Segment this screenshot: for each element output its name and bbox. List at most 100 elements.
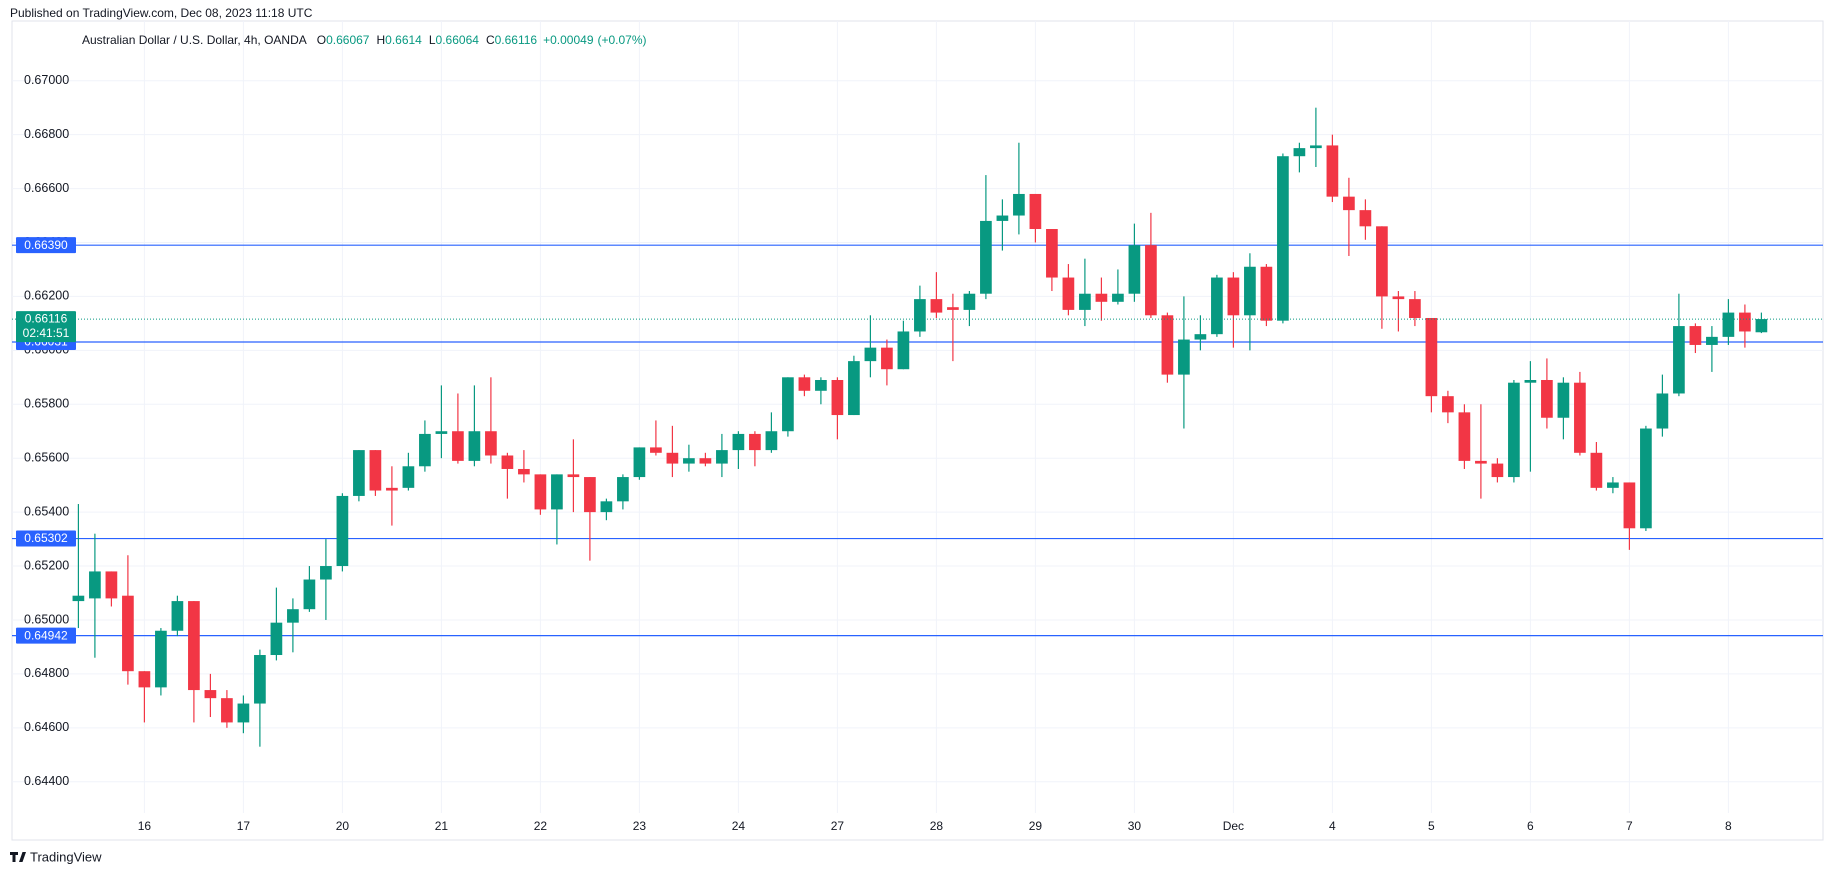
- x-tick-label: 5: [1428, 819, 1435, 833]
- level-label-box: [16, 237, 76, 254]
- candle-body: [732, 433, 745, 451]
- candle-body: [1277, 156, 1289, 321]
- candle-body: [666, 452, 679, 464]
- x-tick-label: 16: [138, 819, 152, 833]
- candle-body: [105, 571, 118, 599]
- candle-body: [633, 447, 646, 478]
- y-tick-label: 0.65400: [24, 504, 69, 518]
- candle-body: [419, 433, 431, 467]
- y-tick-label: 0.64400: [24, 774, 69, 788]
- x-tick-label: 7: [1626, 819, 1633, 833]
- candle-body: [1689, 326, 1702, 345]
- candle-body: [996, 215, 1009, 221]
- countdown: 02:41:51: [23, 326, 70, 340]
- change-percent: (+0.07%): [598, 33, 647, 47]
- candle-body: [567, 474, 580, 478]
- candle-body: [1392, 296, 1405, 300]
- ohlc-prefix: C: [486, 33, 495, 47]
- candle-body: [1161, 315, 1174, 375]
- candle-body: [1244, 266, 1256, 316]
- level-label: 0.64942: [24, 628, 68, 642]
- candle-body: [518, 468, 530, 475]
- candle-body: [831, 379, 844, 416]
- candle-body: [72, 595, 85, 602]
- candle-body: [947, 307, 959, 310]
- candle-body: [782, 377, 794, 432]
- ohlc-prefix: H: [376, 33, 385, 47]
- candle-body: [534, 474, 547, 510]
- candle-body: [1755, 319, 1768, 333]
- x-tick-label: Dec: [1223, 819, 1244, 833]
- candle-body: [1590, 452, 1603, 488]
- ohlc-value: 0.66064: [436, 33, 480, 47]
- candle-body: [336, 495, 349, 567]
- footer-brand: TradingView: [30, 849, 102, 864]
- candle-body: [1112, 293, 1124, 302]
- candle-body: [617, 477, 629, 502]
- candle-body: [320, 566, 332, 580]
- plot-frame: [11, 20, 1824, 841]
- candle-body: [848, 361, 860, 416]
- candle-body: [1640, 428, 1652, 529]
- candle-body: [402, 466, 415, 488]
- published-note: Published on TradingView.com, Dec 08, 20…: [10, 6, 313, 20]
- candle-body: [1293, 148, 1306, 157]
- candle-body: [1409, 299, 1421, 318]
- y-tick-label: 0.65800: [24, 397, 69, 411]
- candle-body: [1013, 193, 1025, 216]
- x-tick-label: 20: [336, 819, 350, 833]
- candle-body: [485, 431, 497, 456]
- candle-body: [1425, 317, 1438, 397]
- candle-body: [353, 450, 365, 496]
- candle-body: [897, 331, 910, 370]
- candle-body: [1260, 266, 1273, 321]
- candle-body: [237, 703, 250, 723]
- candle-body: [1062, 277, 1075, 310]
- footer-logo: TradingView: [10, 849, 102, 864]
- candle-body: [1656, 393, 1669, 429]
- candle-body: [1178, 339, 1190, 375]
- candle-body: [584, 477, 596, 513]
- y-tick-label: 0.66600: [24, 181, 69, 195]
- candle-body: [1574, 382, 1586, 453]
- candle-body: [1706, 336, 1718, 345]
- candle-body: [716, 450, 728, 464]
- candle-body: [1739, 312, 1751, 332]
- ohlc-prefix: O: [317, 33, 326, 47]
- candle-body: [1607, 482, 1619, 488]
- candle-body: [89, 571, 101, 599]
- x-tick-label: 6: [1527, 819, 1534, 833]
- last-price-box: [16, 311, 76, 343]
- candle-body: [452, 431, 464, 461]
- ohlc-value: 0.66067: [326, 33, 370, 47]
- candle-body: [122, 595, 134, 672]
- x-tick-label: 22: [534, 819, 548, 833]
- candle-body: [270, 622, 283, 656]
- y-tick-label: 0.66200: [24, 289, 69, 303]
- candle-body: [369, 450, 382, 491]
- ohlc-value: 0.6614: [385, 33, 422, 47]
- x-tick-label: 28: [930, 819, 944, 833]
- x-tick-label: 21: [435, 819, 449, 833]
- level-label: 0.65302: [24, 531, 68, 545]
- y-tick-label: 0.65000: [24, 612, 69, 626]
- candle-body: [1046, 229, 1058, 278]
- candle-body: [1095, 293, 1108, 302]
- candle-body: [1326, 145, 1339, 197]
- candle-body: [1376, 226, 1388, 297]
- change: +0.00049: [543, 33, 594, 47]
- y-tick-label: 0.65600: [24, 450, 69, 464]
- candle-body: [1722, 312, 1735, 337]
- candle-body: [914, 299, 926, 332]
- candle-body: [1557, 382, 1570, 418]
- ohlc-value: 0.66116: [495, 33, 538, 47]
- candle-body: [287, 609, 299, 623]
- candle-body: [1673, 326, 1685, 394]
- candle-body: [1508, 382, 1520, 478]
- candle-body: [551, 474, 563, 510]
- candle-body: [963, 293, 976, 310]
- candle-body: [1475, 460, 1487, 464]
- candle-body: [138, 671, 151, 688]
- y-tick-label: 0.66800: [24, 127, 69, 141]
- candle-body: [1524, 379, 1537, 383]
